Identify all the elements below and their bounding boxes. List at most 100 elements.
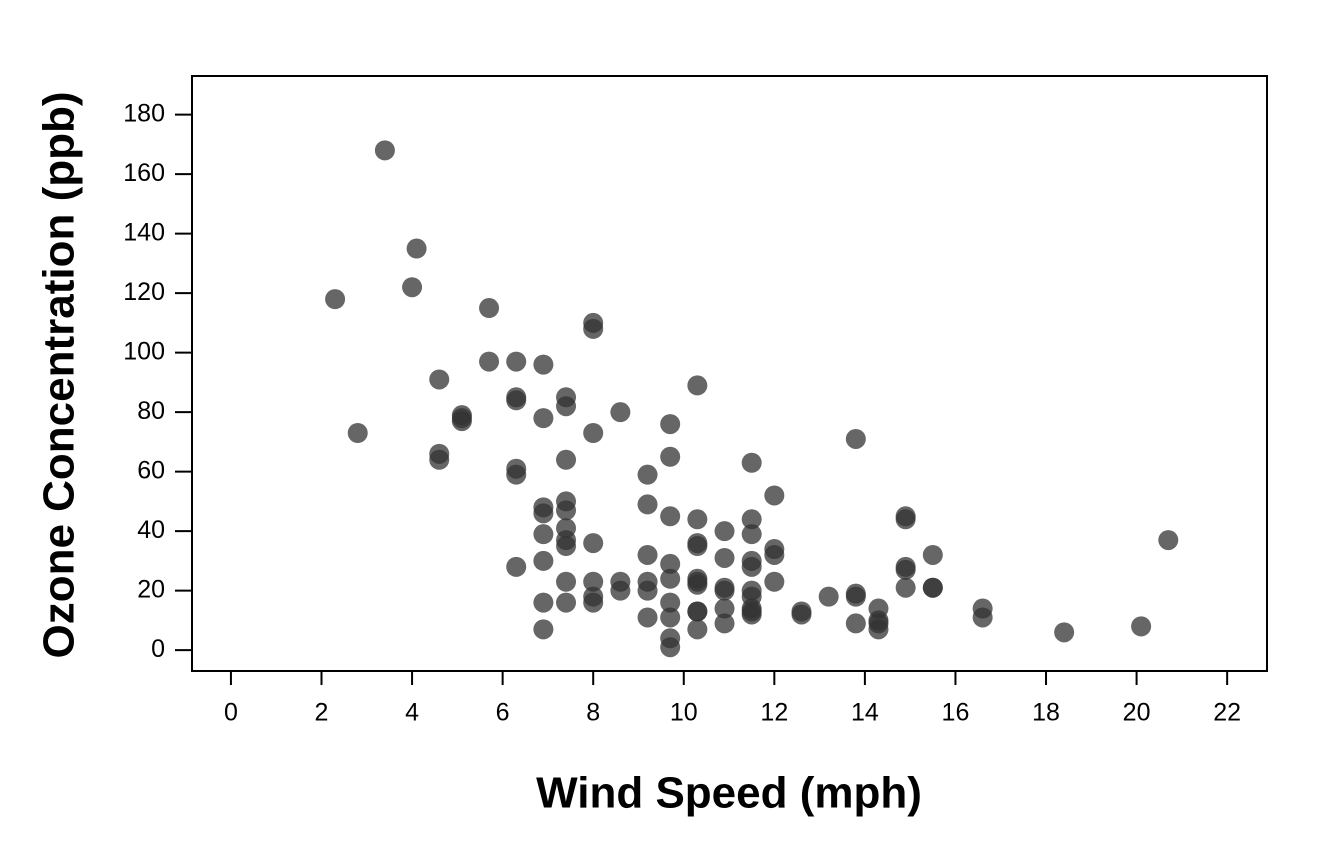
y-tick-label: 0 xyxy=(151,635,165,663)
point xyxy=(741,580,762,601)
point xyxy=(583,586,604,607)
y-tick-label: 60 xyxy=(137,456,165,484)
y-tick-label: 40 xyxy=(137,516,165,544)
point xyxy=(791,601,812,622)
y-tick-label: 100 xyxy=(123,337,165,365)
point xyxy=(451,408,472,429)
point xyxy=(479,351,500,372)
point xyxy=(687,533,708,554)
point xyxy=(845,613,866,634)
point xyxy=(556,449,577,470)
point xyxy=(610,580,631,601)
x-tick-label: 10 xyxy=(670,699,698,727)
y-tick-label: 80 xyxy=(137,397,165,425)
x-tick-label: 2 xyxy=(315,699,329,727)
x-axis-title: Wind Speed (mph) xyxy=(536,769,922,818)
plot-frame xyxy=(191,75,1268,672)
y-tick-label: 120 xyxy=(123,278,165,306)
point xyxy=(506,556,527,577)
point xyxy=(556,500,577,521)
point xyxy=(637,494,658,515)
point xyxy=(922,544,943,565)
point xyxy=(764,485,785,506)
y-tick-label: 160 xyxy=(123,159,165,187)
point xyxy=(583,423,604,443)
point xyxy=(583,312,604,333)
point xyxy=(714,521,735,542)
point xyxy=(533,408,554,429)
point xyxy=(868,613,889,634)
point xyxy=(660,592,681,613)
point xyxy=(556,536,577,557)
point xyxy=(374,140,395,161)
point xyxy=(741,452,762,473)
point xyxy=(660,446,681,467)
point xyxy=(895,509,916,530)
x-tick-label: 20 xyxy=(1123,699,1151,727)
point xyxy=(972,598,993,619)
point xyxy=(533,354,554,375)
point xyxy=(660,607,681,628)
point xyxy=(406,238,427,259)
point xyxy=(922,577,943,598)
point xyxy=(479,298,500,319)
x-tick-label: 22 xyxy=(1213,699,1241,727)
point xyxy=(687,619,708,640)
point xyxy=(764,571,785,592)
point xyxy=(533,524,554,545)
x-tick-label: 6 xyxy=(496,699,510,727)
point xyxy=(714,577,735,598)
point xyxy=(714,613,735,634)
point xyxy=(660,553,681,574)
point xyxy=(325,289,346,310)
point xyxy=(533,503,554,524)
x-tick-label: 16 xyxy=(942,699,970,727)
point xyxy=(845,428,866,449)
y-axis-title: Ozone Concentration (ppb) xyxy=(35,91,84,658)
point xyxy=(637,571,658,592)
point xyxy=(637,464,658,485)
point xyxy=(660,506,681,527)
point xyxy=(347,423,368,443)
point xyxy=(660,568,681,589)
point xyxy=(533,550,554,571)
point xyxy=(895,559,916,580)
point xyxy=(637,544,658,565)
point xyxy=(741,601,762,622)
point xyxy=(845,586,866,607)
point xyxy=(610,402,631,423)
point xyxy=(556,396,577,417)
point xyxy=(1054,622,1075,643)
point xyxy=(506,351,527,372)
point xyxy=(764,544,785,565)
point xyxy=(741,524,762,545)
x-tick-label: 4 xyxy=(405,699,419,727)
point xyxy=(741,509,762,530)
point xyxy=(637,607,658,628)
point xyxy=(583,533,604,554)
point xyxy=(556,592,577,613)
point xyxy=(506,464,527,485)
point xyxy=(687,568,708,589)
y-tick-label: 20 xyxy=(137,575,165,603)
y-tick-label: 180 xyxy=(123,99,165,127)
point xyxy=(402,277,423,298)
x-tick-label: 8 xyxy=(586,699,600,727)
point xyxy=(506,387,527,408)
point xyxy=(868,598,889,619)
x-tick-label: 18 xyxy=(1032,699,1060,727)
point xyxy=(741,556,762,577)
point xyxy=(1158,530,1179,551)
point xyxy=(556,571,577,592)
point xyxy=(895,577,916,598)
point xyxy=(533,592,554,613)
point xyxy=(660,414,681,435)
point xyxy=(660,628,681,649)
point xyxy=(687,375,708,396)
x-tick-label: 14 xyxy=(851,699,879,727)
point xyxy=(714,598,735,619)
point xyxy=(687,601,708,622)
x-tick-label: 12 xyxy=(760,699,788,727)
